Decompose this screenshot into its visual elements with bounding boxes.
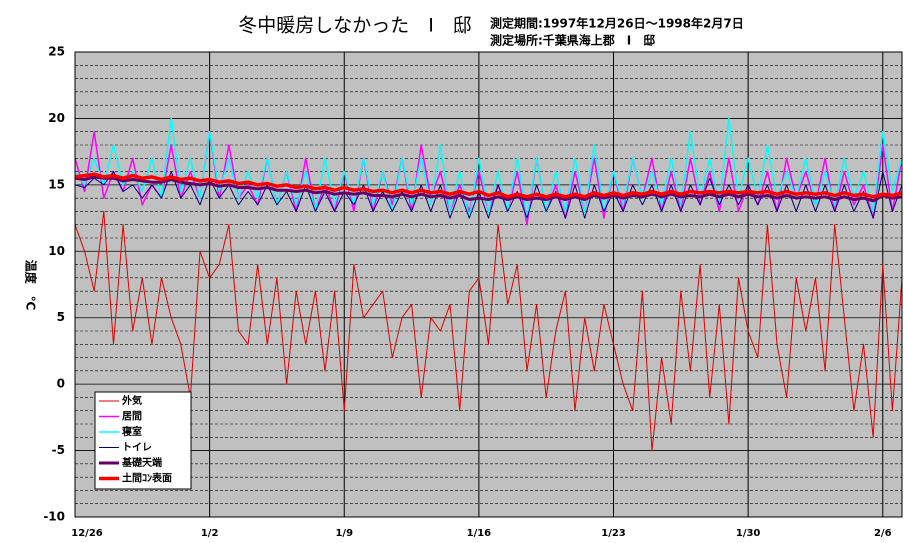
y-tick-label: 10 — [48, 244, 65, 258]
plot-frame — [74, 51, 903, 518]
series-line — [74, 175, 903, 203]
y-tick-label: 0 — [57, 377, 65, 391]
x-tick-label: 12/26 — [71, 528, 103, 539]
subtitle: 測定期間:1997年12月26日～1998年2月7日 — [490, 16, 744, 31]
legend-box — [94, 391, 192, 490]
series-line — [74, 117, 903, 219]
y-tick-label: 5 — [57, 310, 65, 324]
x-tick-label: 2/6 — [874, 528, 892, 539]
subtitle: 測定場所:千葉県海上郡 I 邸 — [490, 33, 655, 48]
x-tick-label: 1/30 — [736, 528, 761, 539]
x-tick-label: 1/2 — [201, 528, 219, 539]
legend-label: 外気 — [121, 394, 142, 407]
chart-title: 冬中暖房しなかった I 邸 — [238, 15, 472, 37]
plot-area — [74, 51, 903, 518]
x-tick-label: 1/23 — [601, 528, 626, 539]
y-tick-label: 20 — [48, 111, 65, 125]
legend-label: 居間 — [122, 411, 142, 423]
y-tick-label: -10 — [43, 510, 65, 524]
x-tick-label: 1/16 — [467, 528, 492, 539]
legend-label: 寝室 — [122, 425, 142, 438]
y-tick-label: 15 — [48, 177, 65, 191]
legend-label: 土間ｺﾝ表面 — [122, 472, 172, 485]
y-tick-label: -5 — [52, 443, 65, 457]
y-axis-label: 温度 ℃ — [24, 260, 39, 311]
series-line — [74, 210, 903, 452]
legend-label: 基礎天端 — [121, 456, 162, 469]
x-tick-label: 1/9 — [335, 528, 353, 539]
series-line — [74, 172, 903, 199]
y-tick-label: 25 — [48, 45, 65, 59]
legend-label: トイレ — [122, 442, 152, 454]
